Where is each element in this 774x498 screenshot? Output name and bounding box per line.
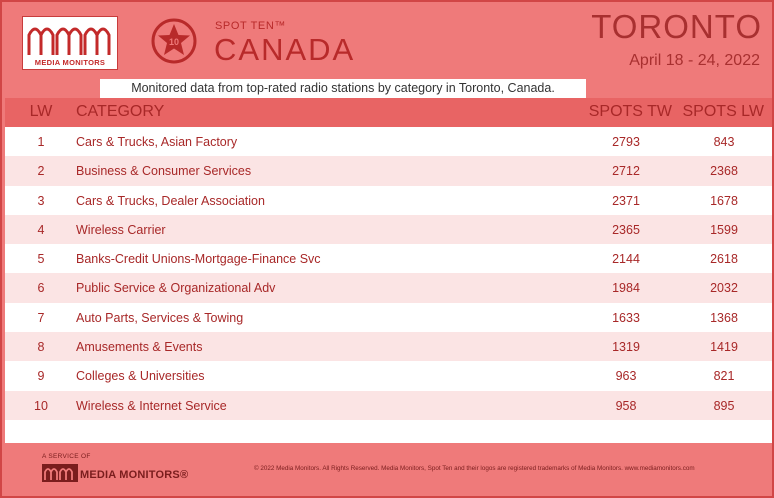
category-cell: Cars & Trucks, Dealer Association xyxy=(76,193,265,208)
column-header-lw: LW xyxy=(29,103,53,120)
column-header-spots-tw: SPOTS TW xyxy=(588,103,672,120)
registered-mark: ® xyxy=(179,469,189,481)
rank-cell: 8 xyxy=(37,340,45,355)
category-cell: Business & Consumer Services xyxy=(76,164,252,179)
spots-lw-cell: 2368 xyxy=(710,164,738,179)
spots-tw-cell: 2371 xyxy=(612,193,640,208)
badge-number: 10 xyxy=(169,37,179,47)
rank-cell: 1 xyxy=(37,135,45,149)
category-cell: Wireless & Internet Service xyxy=(76,398,227,413)
date-range: April 18 - 24, 2022 xyxy=(629,52,760,69)
spots-tw-cell: 2144 xyxy=(612,252,640,267)
logo-text: MEDIA MONITORS xyxy=(34,58,106,67)
spots-lw-cell: 1599 xyxy=(710,222,738,237)
footer-logo-text: MEDIA MONITORS® xyxy=(80,469,188,481)
spots-tw-cell: 963 xyxy=(615,369,637,384)
category-cell: Wireless Carrier xyxy=(76,222,166,237)
table-row: 6 Public Service & Organizational Adv 1984… xyxy=(5,273,772,303)
category-cell: Cars & Trucks, Asian Factory xyxy=(76,135,238,149)
spot-ten-label: SPOT TEN™ xyxy=(215,20,287,32)
rank-cell: 3 xyxy=(37,193,45,208)
spots-tw-cell: 1319 xyxy=(612,340,640,355)
spots-lw-cell: 2618 xyxy=(710,252,738,267)
column-header-category: CATEGORY xyxy=(76,103,165,120)
spots-tw-cell: 958 xyxy=(615,398,637,413)
city-title: TORONTO xyxy=(591,8,762,45)
table-spacer xyxy=(5,419,772,443)
rank-cell: 9 xyxy=(37,369,45,384)
table-header: LW CATEGORY SPOTS TW SPOTS LW xyxy=(5,98,772,127)
subtitle: Monitored data from top-rated radio stat… xyxy=(131,81,555,95)
table-row: 1 Cars & Trucks, Asian Factory 2793 843 xyxy=(5,127,772,157)
category-cell: Public Service & Organizational Adv xyxy=(76,281,276,296)
rank-cell: 4 xyxy=(37,222,45,237)
spots-tw-cell: 2365 xyxy=(612,222,640,237)
table-row: 9 Colleges & Universities 963 821 xyxy=(5,361,772,391)
rank-cell: 5 xyxy=(37,252,45,267)
spots-tw-cell: 2793 xyxy=(612,135,640,149)
table-row: 4 Wireless Carrier 2365 1599 xyxy=(5,214,772,245)
column-header-spots-lw: SPOTS LW xyxy=(682,103,765,120)
spots-lw-cell: 1368 xyxy=(710,310,738,325)
spots-lw-cell: 1419 xyxy=(710,340,738,355)
spots-tw-cell: 1633 xyxy=(612,310,640,325)
copyright-text: © 2022 Media Monitors. All Rights Reserv… xyxy=(254,465,695,472)
footer-logo-icon xyxy=(42,464,78,482)
rank-cell: 7 xyxy=(37,310,45,325)
table-row: 10 Wireless & Internet Service 958 895 xyxy=(5,390,772,420)
category-cell: Colleges & Universities xyxy=(76,369,205,384)
spots-tw-cell: 2712 xyxy=(612,164,640,179)
waveform-icon xyxy=(27,27,111,55)
category-cell: Amusements & Events xyxy=(76,340,203,355)
spots-lw-cell: 843 xyxy=(713,135,735,149)
rank-cell: 2 xyxy=(37,164,45,179)
table-row: 2 Business & Consumer Services 2712 2368 xyxy=(5,156,772,186)
subtitle-bar: Monitored data from top-rated radio stat… xyxy=(100,79,586,98)
media-monitors-logo: MEDIA MONITORS xyxy=(22,16,118,70)
footer: A SERVICE OF MEDIA MONITORS® © 2022 Medi… xyxy=(2,440,772,498)
spots-tw-cell: 1984 xyxy=(612,281,640,296)
country-title: CANADA xyxy=(214,32,356,67)
spots-lw-cell: 821 xyxy=(713,369,735,384)
table-row: 8 Amusements & Events 1319 1419 xyxy=(5,332,772,362)
footer-logo-name: MEDIA MONITORS xyxy=(80,469,180,481)
table-row: 5 Banks-Credit Unions-Mortgage-Finance Sv… xyxy=(5,244,772,274)
spots-lw-cell: 895 xyxy=(713,398,735,413)
spots-lw-cell: 1678 xyxy=(710,193,738,208)
category-cell: Auto Parts, Services & Towing xyxy=(76,310,244,325)
spots-lw-cell: 2032 xyxy=(710,281,738,296)
rankings-table: LW CATEGORY SPOTS TW SPOTS LW 1 Cars & Tr… xyxy=(5,98,772,443)
service-of-label: A SERVICE OF xyxy=(42,453,91,460)
spot-ten-star-icon: 10 xyxy=(151,18,197,64)
table-row: 7 Auto Parts, Services & Towing 1633 1368 xyxy=(5,302,772,333)
rank-cell: 6 xyxy=(37,281,45,296)
table-row: 3 Cars & Trucks, Dealer Association 2371 16… xyxy=(5,185,772,215)
category-cell: Banks-Credit Unions-Mortgage-Finance Svc xyxy=(76,252,321,267)
rank-cell: 10 xyxy=(34,398,48,413)
